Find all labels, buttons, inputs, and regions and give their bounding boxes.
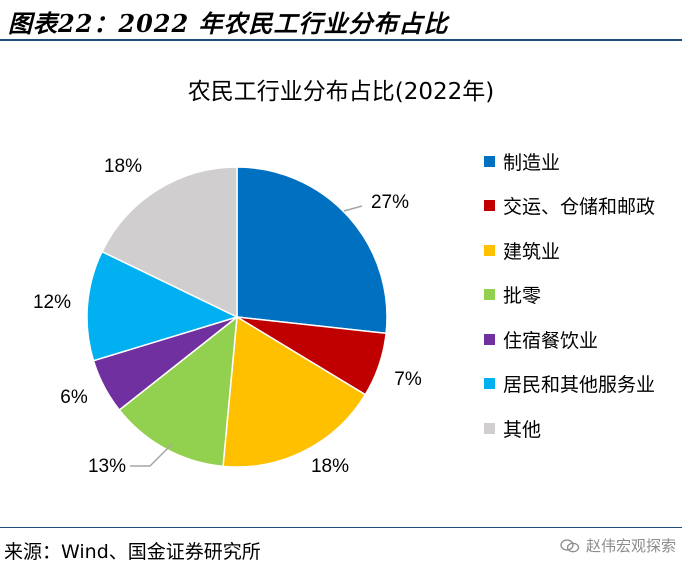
data-label-2: 7% bbox=[394, 369, 422, 390]
legend-swatch bbox=[484, 289, 495, 300]
legend-swatch bbox=[484, 200, 495, 211]
data-label-3: 18% bbox=[311, 456, 349, 477]
data-label-1: 27% bbox=[371, 192, 409, 213]
legend-label: 制造业 bbox=[503, 151, 561, 174]
legend-item: 居民和其他服务业 bbox=[484, 369, 655, 399]
pie-slice-6 bbox=[86, 250, 240, 362]
legend-label: 其他 bbox=[503, 418, 542, 441]
legend-label: 住宿餐饮业 bbox=[503, 329, 599, 352]
legend-label: 居民和其他服务业 bbox=[503, 374, 656, 396]
legend-item: 批零 bbox=[484, 280, 541, 310]
chart-title: 农民工行业分布占比(2022年) bbox=[187, 79, 495, 105]
legend-label: 建筑业 bbox=[503, 240, 561, 263]
legend-swatch bbox=[484, 333, 495, 345]
figure-header: 图表22：2022 年农民工行业分布占比 bbox=[0, 0, 682, 41]
leader-line-4 bbox=[130, 443, 173, 467]
legend-item: 住宿餐饮业 bbox=[484, 324, 598, 354]
data-label-5: 6% bbox=[60, 387, 88, 408]
legend-item: 其他 bbox=[484, 413, 541, 443]
legend-item: 交运、仓储和邮政 bbox=[484, 191, 655, 221]
data-label-4: 13% bbox=[88, 456, 126, 477]
watermark-text: 赵伟宏观探索 bbox=[585, 537, 676, 555]
legend-swatch bbox=[484, 244, 495, 256]
watermark: 赵伟宏观探索 bbox=[560, 535, 676, 556]
data-label-6: 12% bbox=[33, 292, 71, 313]
pie-chart: 27% 7% 18% 13% 6% 12% 18% bbox=[33, 156, 422, 477]
pie-slice-7 bbox=[100, 166, 238, 319]
data-label-7: 18% bbox=[104, 156, 142, 177]
legend-label: 交运、仓储和邮政 bbox=[503, 196, 656, 218]
source-note: 来源：Wind、国金证券研究所 bbox=[4, 541, 261, 563]
pie-slice-4 bbox=[118, 315, 238, 468]
header-divider bbox=[0, 39, 682, 41]
legend-item: 制造业 bbox=[484, 146, 560, 176]
footer-divider bbox=[0, 527, 682, 528]
legend-swatch bbox=[484, 422, 495, 434]
legend-swatch bbox=[484, 378, 495, 389]
figure-title: 图表22：2022 年农民工行业分布占比 bbox=[8, 9, 449, 38]
legend-item: 建筑业 bbox=[484, 235, 560, 265]
legend-swatch bbox=[484, 155, 495, 167]
wechat-icon bbox=[560, 538, 580, 552]
legend-label: 批零 bbox=[503, 285, 542, 307]
pie-slice-1 bbox=[236, 166, 388, 335]
pie-slice-3 bbox=[222, 315, 367, 468]
leader-line-1 bbox=[343, 205, 363, 212]
